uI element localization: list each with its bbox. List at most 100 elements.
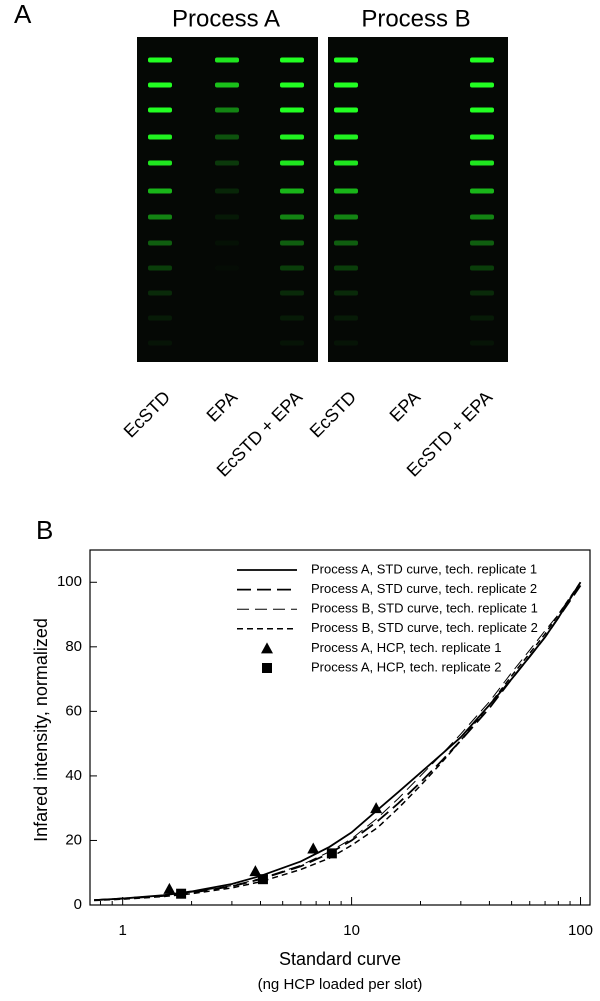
legend-label: Process A, HCP, tech. replicate 2 (311, 659, 502, 674)
x-tick-label: 100 (568, 922, 593, 939)
panel-label: A (14, 0, 32, 29)
gel-band (280, 57, 304, 63)
gel-band (215, 266, 239, 271)
gel-band (148, 134, 172, 140)
gel-band (470, 214, 494, 220)
point (370, 802, 383, 814)
gel-band (148, 315, 172, 321)
y-axis-label: Infared intensity, normalized (31, 618, 51, 842)
gel-band (470, 340, 494, 346)
lane-label: EPA (386, 387, 425, 426)
gel-band (334, 214, 358, 220)
gel-band (280, 240, 304, 246)
gel-band (280, 188, 304, 194)
gel-band (148, 290, 172, 296)
gel-title: Process B (361, 5, 470, 32)
legend-label: Process A, STD curve, tech. replicate 2 (311, 581, 537, 596)
legend-marker (262, 663, 272, 673)
legend-label: Process B, STD curve, tech. replicate 1 (311, 601, 538, 616)
gel-band (148, 188, 172, 194)
gel-band (334, 340, 358, 346)
gel-band (215, 134, 239, 140)
gel-band (334, 315, 358, 321)
gel-band (280, 82, 304, 88)
lane-label: EcSTD (306, 387, 360, 441)
gel-band (470, 240, 494, 246)
x-tick-label: 1 (118, 922, 126, 939)
gel-band (148, 107, 172, 113)
gel-band (334, 134, 358, 140)
gel-band (148, 82, 172, 88)
curve (94, 581, 582, 902)
gel-band (280, 160, 304, 166)
gel-band (470, 134, 494, 140)
gel-band (215, 107, 239, 113)
gel-band (148, 214, 172, 220)
legend-label: Process B, STD curve, tech. replicate 2 (311, 620, 538, 635)
gel-band (334, 240, 358, 246)
gel-band (470, 82, 494, 88)
gel-band (148, 160, 172, 166)
gel-band (470, 290, 494, 296)
curve (94, 584, 582, 902)
lane-label: EcSTD (120, 387, 174, 441)
point (176, 888, 187, 899)
point (326, 848, 337, 859)
gel-band (148, 240, 172, 246)
gel-band (470, 265, 494, 271)
gel-band (334, 57, 358, 63)
gel-band (215, 214, 239, 220)
point (257, 874, 268, 885)
point (163, 882, 176, 894)
point (307, 842, 320, 854)
y-tick-label: 20 (65, 831, 82, 848)
gel-band (280, 265, 304, 271)
x-axis-label: Standard curve (279, 949, 401, 969)
gel-band (470, 160, 494, 166)
y-tick-label: 0 (74, 896, 82, 913)
x-tick-label: 10 (343, 922, 360, 939)
gel-band (148, 57, 172, 63)
plot-frame (89, 549, 591, 906)
gel-band (215, 82, 239, 88)
gel-band (280, 214, 304, 220)
gel-band (280, 134, 304, 140)
gel-band (215, 188, 239, 194)
gel-band (280, 107, 304, 113)
gel-band (470, 315, 494, 321)
gel-band (215, 160, 239, 166)
curve (94, 581, 581, 901)
gel-band (280, 290, 304, 296)
gel-band (280, 315, 304, 321)
panel-label: B (36, 515, 53, 545)
x-axis-sublabel: (ng HCP loaded per slot) (258, 976, 423, 993)
legend-label: Process A, HCP, tech. replicate 1 (311, 640, 502, 655)
gel-band (470, 107, 494, 113)
gel-band (215, 57, 239, 63)
curve (94, 581, 582, 902)
gel-band (148, 265, 172, 271)
gel-band (334, 290, 358, 296)
y-tick-label: 60 (65, 702, 82, 719)
lane-label: EPA (203, 387, 242, 426)
y-tick-label: 100 (57, 573, 82, 590)
gel-panel (137, 37, 318, 362)
gel-band (148, 340, 172, 346)
legend-marker (261, 642, 273, 654)
gel-band (215, 240, 239, 246)
gel-band (334, 160, 358, 166)
gel-band (334, 107, 358, 113)
y-tick-label: 80 (65, 638, 82, 655)
gel-title: Process A (172, 5, 280, 32)
gel-band (470, 57, 494, 63)
gel-band (334, 188, 358, 194)
gel-band (470, 188, 494, 194)
y-tick-label: 40 (65, 767, 82, 784)
gel-band (334, 265, 358, 271)
legend-label: Process A, STD curve, tech. replicate 1 (311, 561, 537, 576)
gel-band (334, 82, 358, 88)
gel-panel (328, 37, 508, 362)
gel-band (280, 340, 304, 346)
point (249, 865, 262, 877)
